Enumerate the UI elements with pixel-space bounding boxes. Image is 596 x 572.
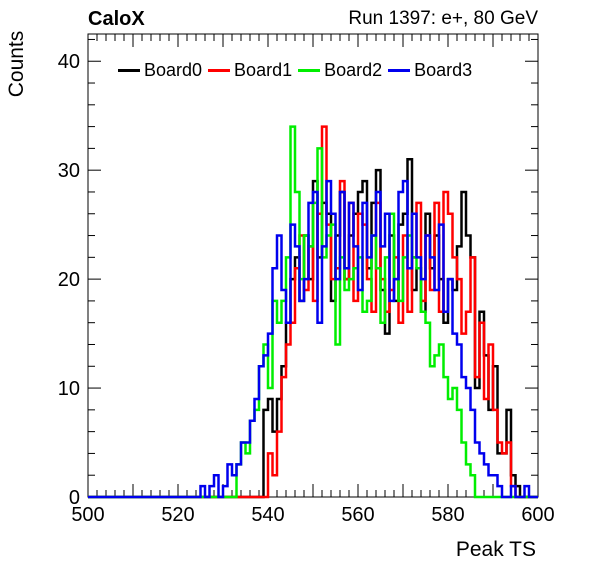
series-line-board0 bbox=[88, 158, 538, 499]
x-tick-label: 600 bbox=[521, 504, 554, 526]
y-axis-label: Counts bbox=[5, 30, 28, 98]
series-group bbox=[88, 125, 538, 499]
legend-item-board0: Board0 bbox=[118, 60, 202, 81]
x-tick-label: 500 bbox=[71, 504, 104, 526]
legend-label: Board1 bbox=[234, 60, 293, 80]
x-axis-label: Peak TS bbox=[455, 538, 536, 561]
axis-ticks: 500 520 540 560 580 600 0 10 20 30 40 bbox=[58, 34, 555, 526]
y-tick-label: 30 bbox=[58, 160, 80, 182]
series-line-board3 bbox=[88, 179, 538, 499]
legend: Board0 Board1 Board2 Board3 bbox=[118, 60, 478, 81]
legend-label: Board3 bbox=[414, 60, 473, 80]
y-tick-label: 40 bbox=[58, 51, 80, 73]
legend-label: Board0 bbox=[144, 60, 203, 80]
legend-item-board2: Board2 bbox=[298, 60, 382, 81]
x-tick-label: 560 bbox=[341, 504, 374, 526]
x-tick-label: 540 bbox=[251, 504, 284, 526]
legend-label: Board2 bbox=[324, 60, 383, 80]
legend-swatch bbox=[298, 69, 321, 72]
legend-item-board1: Board1 bbox=[208, 60, 292, 81]
experiment-name: CaloX bbox=[88, 8, 145, 30]
x-tick-label: 580 bbox=[431, 504, 464, 526]
y-tick-label: 10 bbox=[58, 378, 80, 400]
legend-swatch bbox=[118, 69, 140, 72]
legend-swatch bbox=[208, 69, 231, 72]
x-tick-label: 520 bbox=[161, 504, 194, 526]
y-tick-label: 0 bbox=[69, 487, 80, 509]
y-tick-label: 20 bbox=[58, 269, 80, 291]
legend-item-board3: Board3 bbox=[388, 60, 472, 81]
legend-swatch bbox=[388, 69, 411, 72]
run-info: Run 1397: e+, 80 GeV bbox=[348, 8, 538, 29]
